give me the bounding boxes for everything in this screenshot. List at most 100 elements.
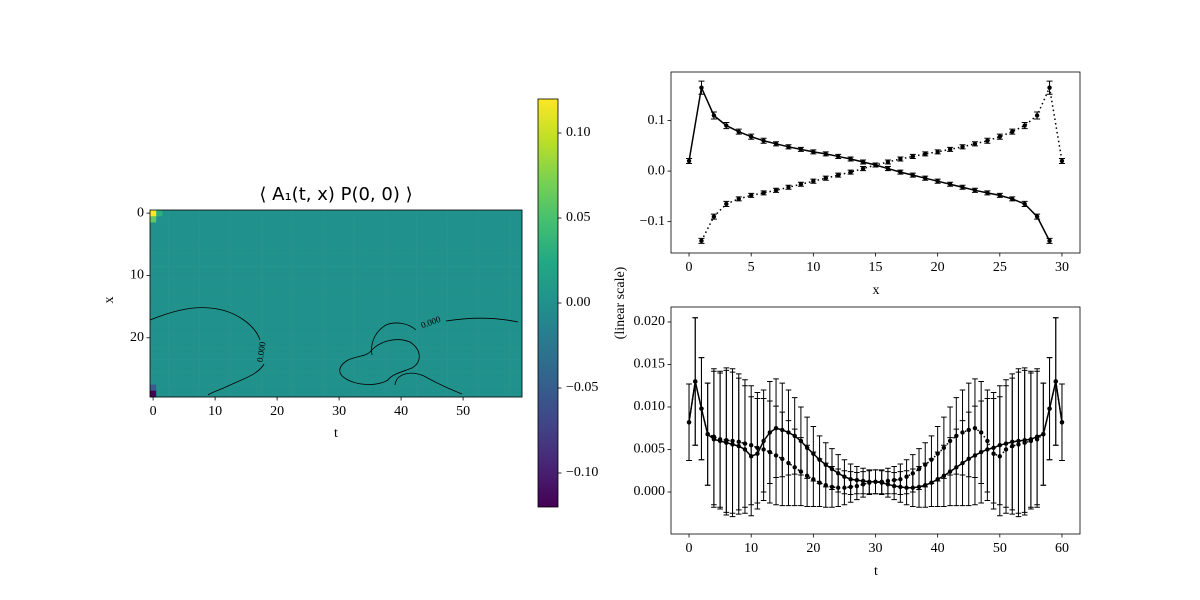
point xyxy=(929,457,934,462)
heatmap-cell xyxy=(274,390,281,398)
heatmap-cell xyxy=(398,390,405,398)
heatmap-cell xyxy=(391,253,399,261)
heatmap-cell xyxy=(224,347,231,354)
heatmap-cell xyxy=(212,365,219,373)
heatmap-cell xyxy=(497,216,504,223)
heatmap-cell xyxy=(385,340,393,348)
heatmap-cell xyxy=(472,303,479,311)
heatmap-cell xyxy=(466,328,473,335)
heatmap-cell xyxy=(249,390,256,398)
heatmap-cell xyxy=(317,297,324,304)
heatmap-cell xyxy=(150,372,157,379)
heatmap-cell xyxy=(453,291,461,298)
heatmap-cell xyxy=(373,340,380,348)
heatmap-cell xyxy=(398,278,405,286)
heatmap-cell xyxy=(391,266,399,273)
heatmap-cell xyxy=(410,291,417,298)
heatmap-cell xyxy=(298,241,306,248)
heatmap-cell xyxy=(224,266,231,273)
heatmap-cell xyxy=(404,365,411,373)
heatmap-cell xyxy=(429,253,436,261)
heatmap-cell xyxy=(410,315,417,323)
heatmap-cell xyxy=(218,309,225,317)
heatmap-cell xyxy=(156,210,163,217)
heatmap-cell xyxy=(323,315,331,323)
heatmap-cell xyxy=(243,241,250,248)
heatmap-cell xyxy=(484,259,492,267)
heatmap-cell xyxy=(441,328,448,335)
heatmap-cell xyxy=(280,334,287,342)
heatmap-cell xyxy=(410,284,417,292)
heatmap-cell xyxy=(286,253,293,261)
heatmap-cell xyxy=(187,315,194,323)
heatmap-cell xyxy=(422,278,430,286)
heatmap-cell xyxy=(391,222,399,229)
heatmap-cell xyxy=(515,372,523,379)
heatmap-cell xyxy=(323,390,331,398)
heatmap-cell xyxy=(193,390,200,398)
heatmap-cell xyxy=(298,222,306,229)
heatmap-cell xyxy=(156,228,163,236)
heatmap-cell xyxy=(336,328,343,335)
heatmap-cell xyxy=(385,228,393,236)
heatmap-cell xyxy=(181,216,188,223)
heatmap-cell xyxy=(466,384,473,392)
heatmap-cell xyxy=(435,291,442,298)
heatmap-cell xyxy=(503,359,510,367)
heatmap-cell xyxy=(218,259,225,267)
heatmap-cell xyxy=(292,309,300,317)
heatmap-cell xyxy=(298,347,306,354)
heatmap-cell xyxy=(224,303,231,311)
heatmap-cell xyxy=(193,272,200,279)
heatmap-cell xyxy=(509,334,517,342)
heatmap-cell xyxy=(379,228,386,236)
heatmap-cell xyxy=(360,253,368,261)
heatmap-cell xyxy=(373,259,380,267)
heatmap-cell xyxy=(150,390,157,398)
heatmap-cell xyxy=(243,278,250,286)
point xyxy=(985,190,990,196)
heatmap-cell xyxy=(218,216,225,223)
heatmap-cell xyxy=(193,322,200,329)
heatmap-cell xyxy=(323,234,331,242)
heatmap-cell xyxy=(174,303,182,311)
point xyxy=(891,477,897,483)
point xyxy=(972,426,978,431)
heatmap-cell xyxy=(249,284,256,292)
heatmap-cell xyxy=(181,297,188,304)
heatmap-cell xyxy=(267,222,275,229)
heatmap-cell xyxy=(267,303,275,311)
heatmap-cell xyxy=(261,216,269,223)
heatmap-cell xyxy=(168,378,176,385)
heatmap-cell xyxy=(472,378,479,385)
heatmap-cell xyxy=(305,353,312,360)
point xyxy=(1059,158,1065,164)
heatmap-cell xyxy=(466,372,473,379)
heatmap-cell xyxy=(447,322,455,329)
heatmap-cell xyxy=(212,216,219,223)
heatmap-cell xyxy=(212,253,219,261)
heatmap-cell xyxy=(422,365,430,373)
heatmap-cell xyxy=(503,210,510,217)
heatmap-cell xyxy=(422,303,430,311)
heatmap-cell xyxy=(398,216,405,223)
heatmap-cell xyxy=(329,322,337,329)
heatmap-cell xyxy=(317,303,324,311)
heatmap-cell xyxy=(249,266,256,273)
heatmap-cell xyxy=(398,384,405,392)
heatmap-cell xyxy=(497,309,504,317)
heatmap-cell xyxy=(336,372,343,379)
heatmap-cell xyxy=(410,266,417,273)
heatmap-cell xyxy=(230,334,238,342)
heatmap-cell xyxy=(478,353,486,360)
heatmap-cell xyxy=(447,247,455,254)
heatmap-cell xyxy=(205,210,213,217)
heatmap-cell xyxy=(261,210,269,217)
heatmap-cell xyxy=(466,234,473,242)
heatmap-cell xyxy=(460,303,467,311)
heatmap-cell xyxy=(398,234,405,242)
heatmap-cell xyxy=(168,216,176,223)
heatmap-cell xyxy=(379,347,386,354)
colorbar-tick-label: 0.10 xyxy=(566,125,591,140)
heatmap-cell xyxy=(305,234,312,242)
